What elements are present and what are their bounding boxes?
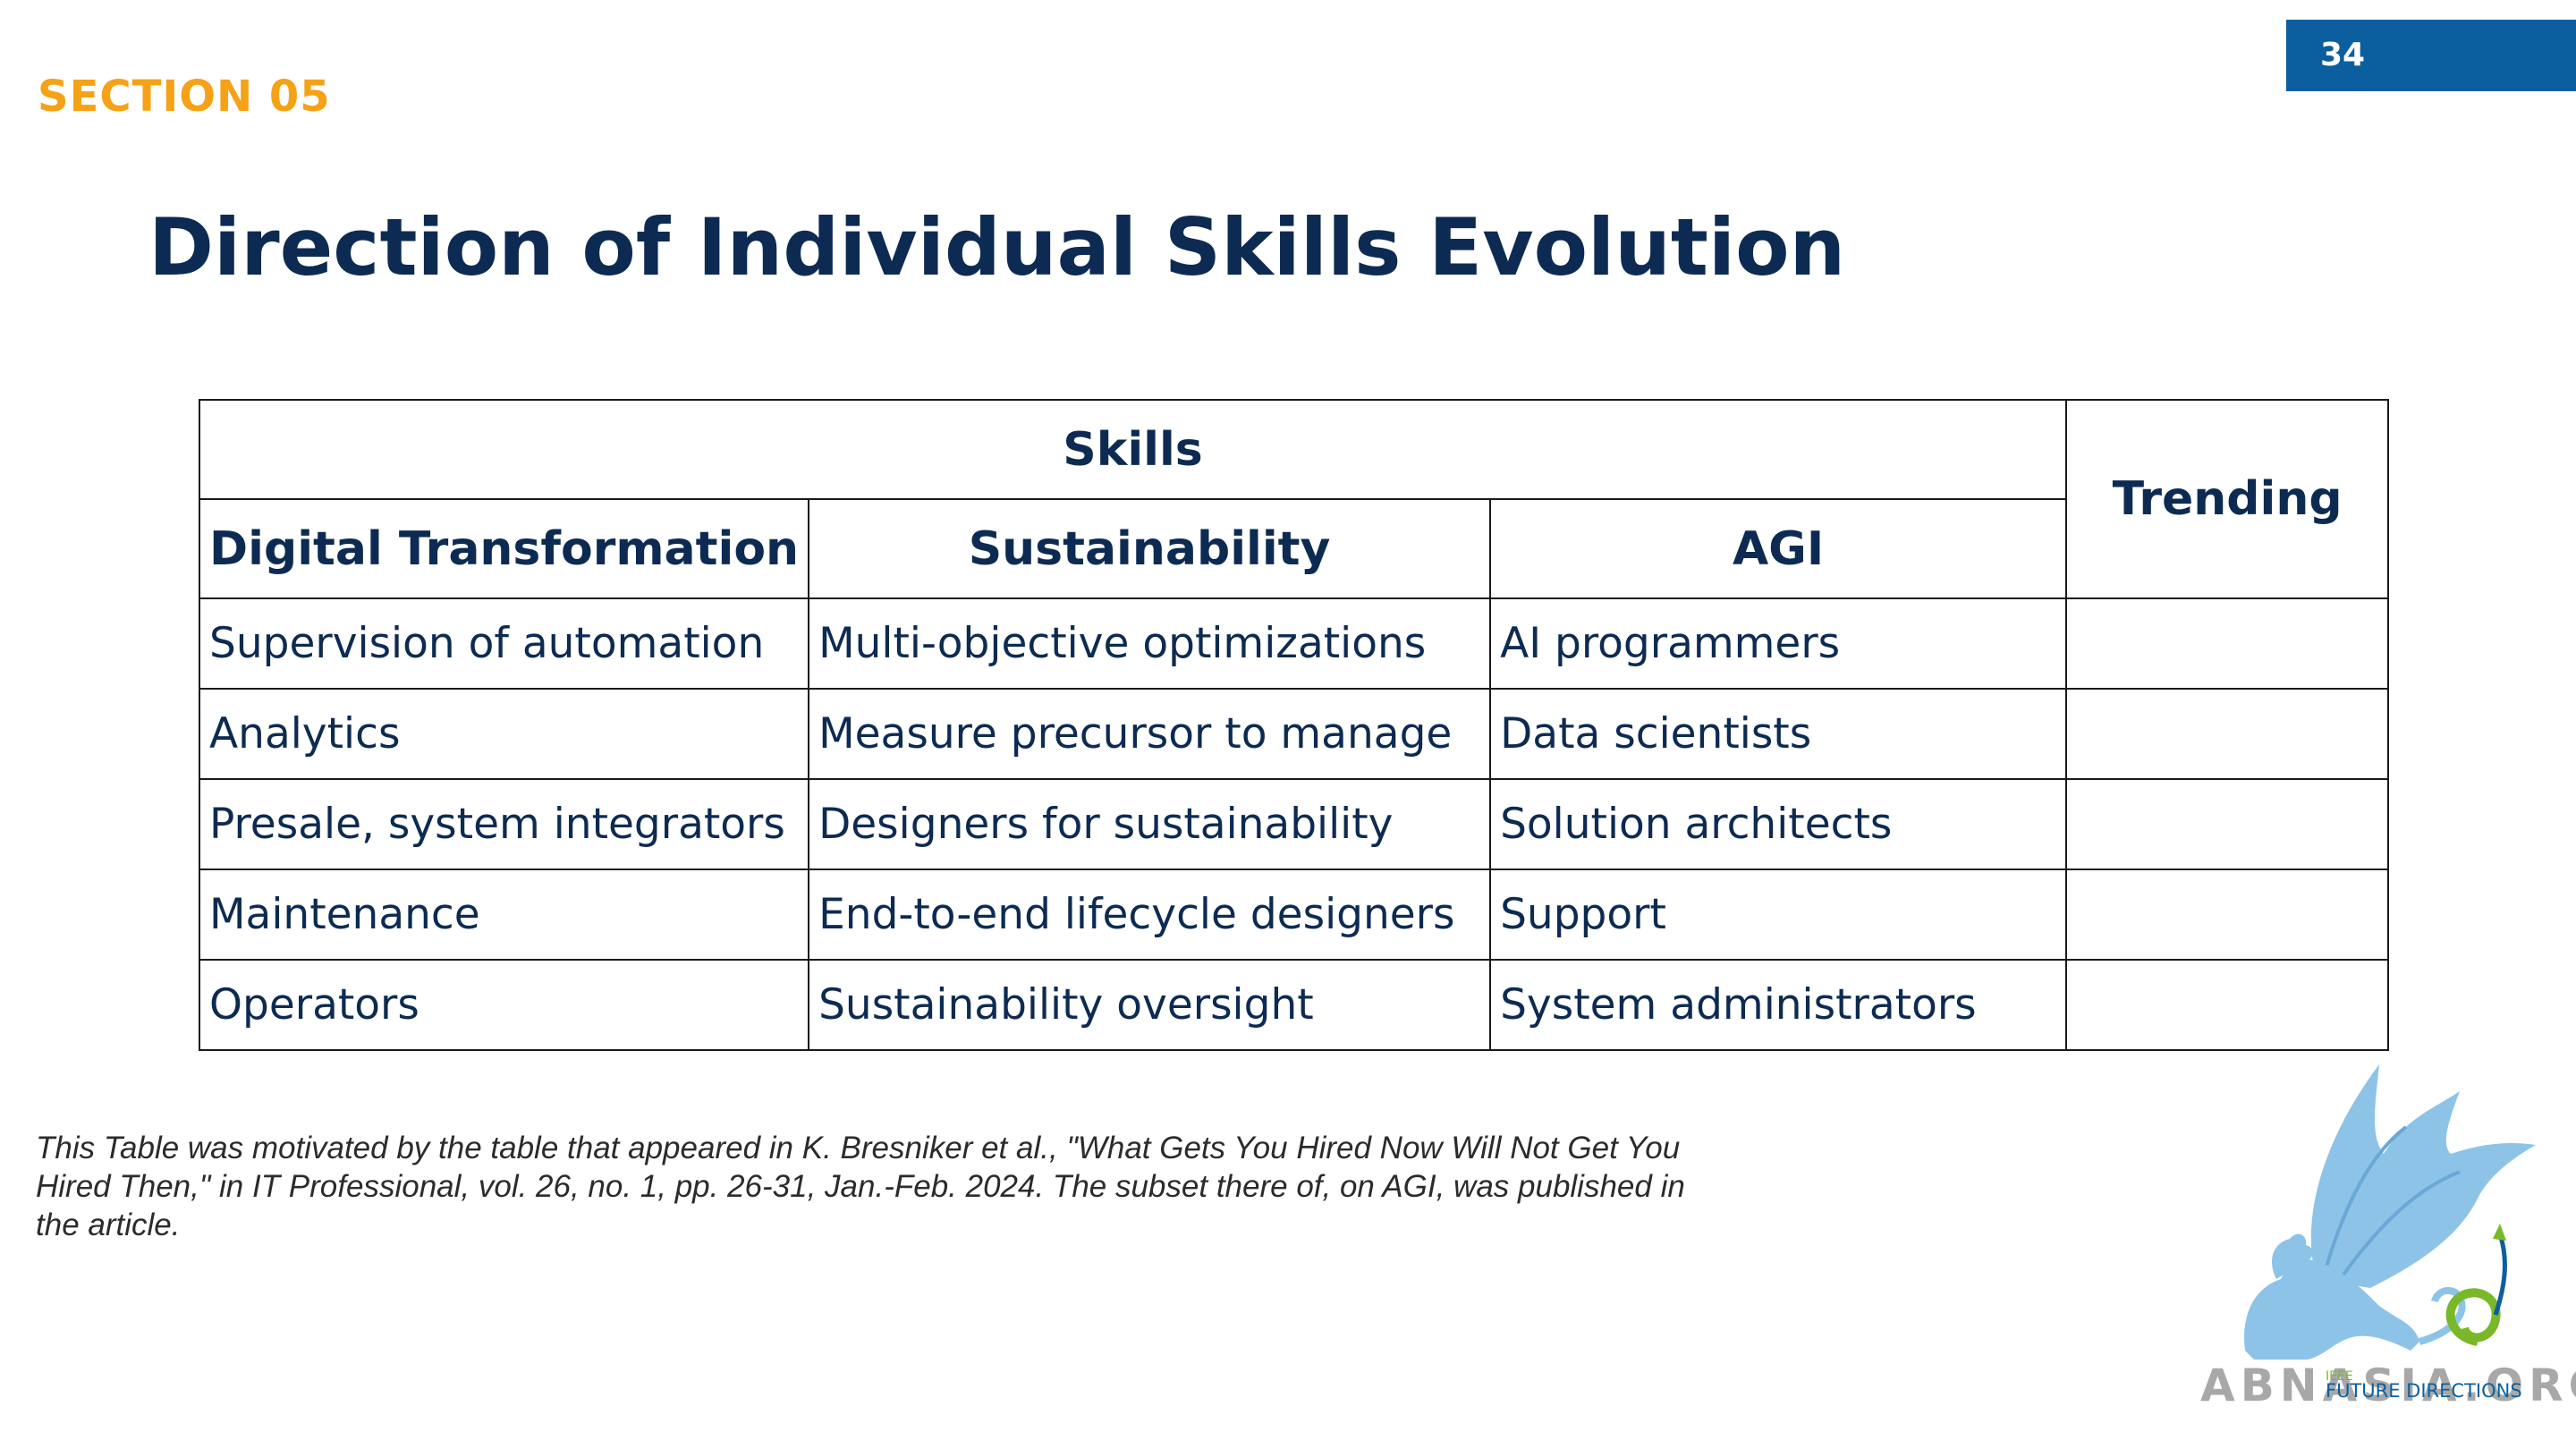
table-cell: Support (1489, 869, 2068, 961)
skills-table: Skills Trending Digital Transformation S… (198, 399, 2390, 1051)
citation-note: This Table was motivated by the table th… (36, 1131, 1685, 1242)
table-cell: Solution architects (1489, 778, 2068, 870)
table-cell: Multi-objective optimizations (808, 597, 1492, 690)
future-directions-badge: IEEE FUTURE DIRECTIONS (2326, 1369, 2558, 1402)
section-label: SECTION 05 (38, 72, 331, 122)
table-cell: Sustainability oversight (808, 959, 1492, 1051)
table-row: Presale, system integrators Designers fo… (198, 778, 2390, 870)
griffin-logo-icon (2244, 1064, 2536, 1360)
table-cell: System administrators (1489, 959, 2068, 1051)
table-cell: Designers for sustainability (808, 778, 1492, 870)
table-cell: Maintenance (198, 869, 810, 961)
table-group-header-row: Skills Trending (198, 399, 2390, 599)
table-row: Supervision of automation Multi-objectiv… (198, 597, 2390, 690)
slide-title: Direction of Individual Skills Evolution (148, 201, 1846, 293)
page-number: 34 (2320, 37, 2366, 73)
column-header-digital-transformation: Digital Transformation (198, 498, 810, 599)
table-cell: AI programmers (1489, 597, 2068, 690)
trending-cell (2065, 688, 2390, 780)
table-cell: End-to-end lifecycle designers (808, 869, 1492, 961)
ieee-label: IEEE (2326, 1369, 2353, 1384)
trending-header: Trending (2065, 399, 2390, 599)
table-row: Operators Sustainability oversight Syste… (198, 959, 2390, 1051)
table-row: Maintenance End-to-end lifecycle designe… (198, 869, 2390, 961)
column-header-sustainability: Sustainability (808, 498, 1492, 599)
trending-cell (2065, 597, 2390, 690)
table-column-header-row: Digital Transformation Sustainability AG… (198, 498, 2388, 599)
table-cell: Measure precursor to manage (808, 688, 1492, 780)
trending-cell (2065, 959, 2390, 1051)
skills-group-header: Skills (198, 399, 2068, 500)
table-cell: Operators (198, 959, 810, 1051)
column-header-agi: AGI (1489, 498, 2068, 599)
table-row: Analytics Measure precursor to manage Da… (198, 688, 2390, 780)
table-cell: Presale, system integrators (198, 778, 810, 870)
page-number-badge: 34 (2286, 20, 2576, 91)
table-cell: Data scientists (1489, 688, 2068, 780)
table-cell: Supervision of automation (198, 597, 810, 690)
trending-cell (2065, 869, 2390, 961)
watermark-text: ABNASIA.ORG (2200, 1360, 2576, 1411)
future-directions-label: FUTURE DIRECTIONS (2326, 1380, 2522, 1402)
trending-header-label: Trending (2112, 472, 2343, 526)
table-cell: Analytics (198, 688, 810, 780)
trending-cell (2065, 778, 2390, 870)
